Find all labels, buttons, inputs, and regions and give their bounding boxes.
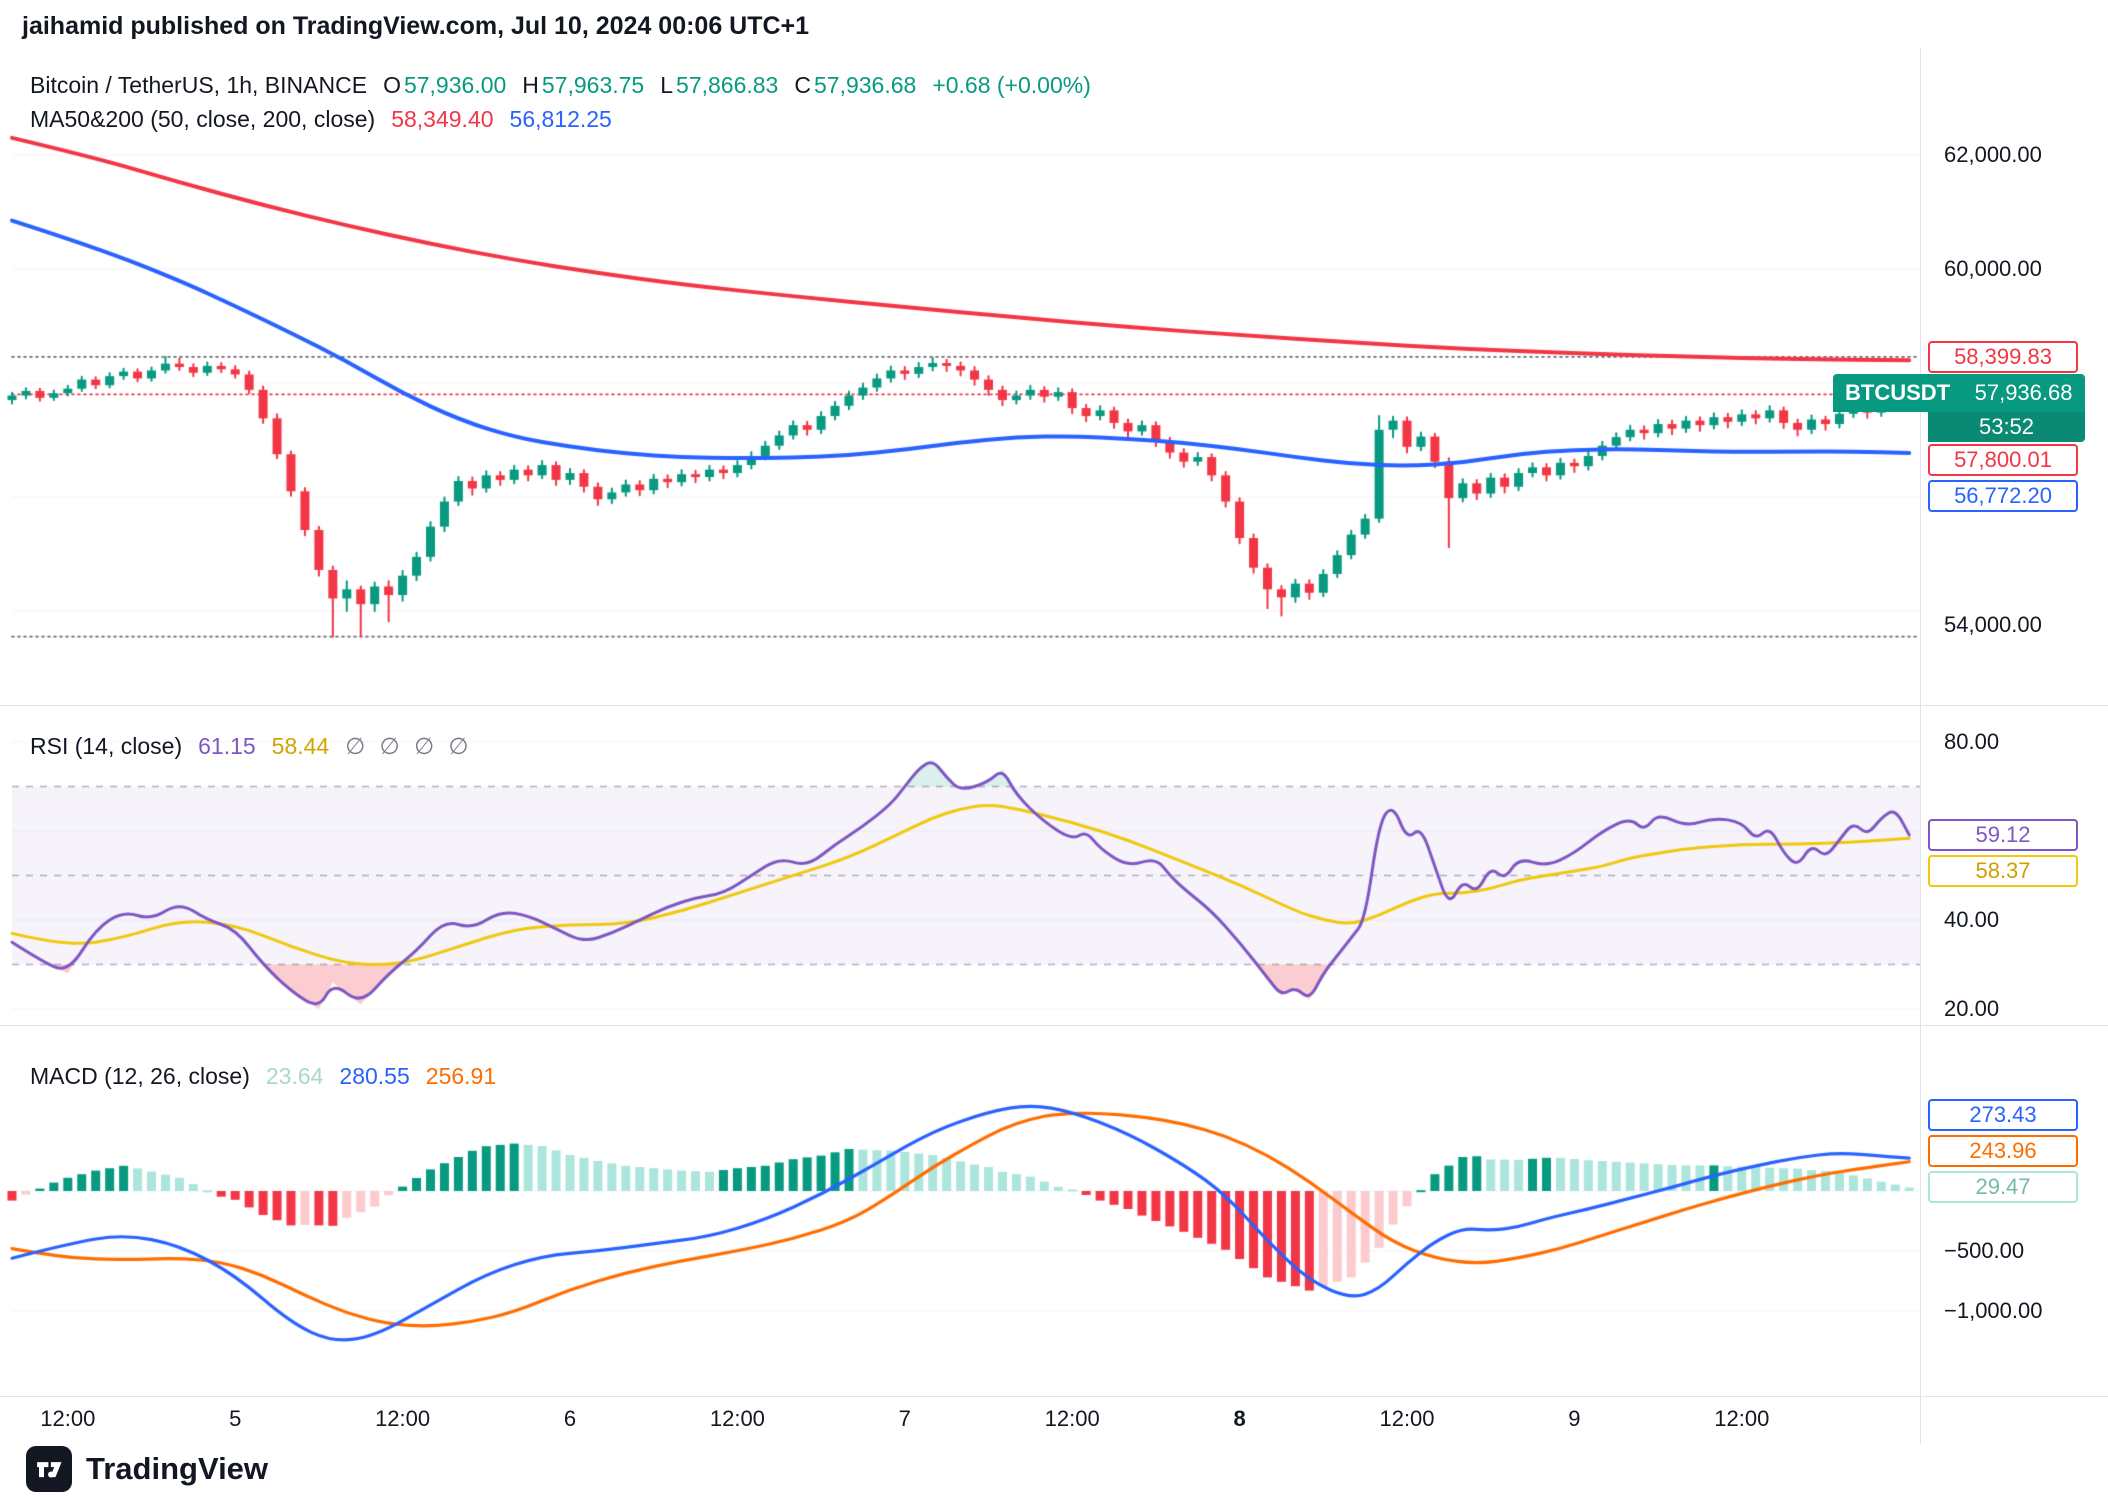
- ma-red-price-badge: 58,399.83: [1928, 341, 2078, 373]
- time-axis-day-label: 6: [563, 1406, 577, 1431]
- price-scale-separator: [1920, 48, 1921, 1444]
- macd-line-value: 280.55: [339, 1063, 410, 1089]
- rsi-indicator-title[interactable]: RSI (14, close): [30, 733, 183, 759]
- price-axis-label: 54,000.00: [1944, 612, 2042, 637]
- bar-countdown: 53:52: [1928, 412, 2085, 442]
- time-axis-day-label: 5: [229, 1406, 242, 1431]
- price-axis-label: 62,000.00: [1944, 142, 2042, 167]
- macd-axis-label: −500.00: [1944, 1238, 2025, 1263]
- rsi-legend[interactable]: RSI (14, close) 61.15 58.44 ∅ ∅ ∅ ∅: [30, 733, 473, 760]
- ma-indicator-title[interactable]: MA50&200 (50, close, 200, close): [30, 106, 376, 132]
- attribution-header: jaihamid published on TradingView.com, J…: [22, 12, 809, 41]
- tradingview-logo[interactable]: [26, 1446, 72, 1492]
- time-axis-label: 12:00: [1044, 1406, 1100, 1431]
- time-axis-day-label: 7: [898, 1406, 911, 1431]
- time-axis-separator: [0, 1396, 2108, 1397]
- ma-blue-value: 56,812.25: [509, 106, 612, 132]
- rsi-empty-values: ∅ ∅ ∅ ∅: [345, 733, 473, 759]
- ohlc-high: H 57,963.75: [522, 72, 645, 98]
- macd-signal-value: 256.91: [425, 1063, 497, 1089]
- ma-blue-price-badge: 56,772.20: [1928, 480, 2078, 512]
- rsi-ma-value-badge: 58.37: [1928, 855, 2078, 887]
- macd-indicator-title[interactable]: MACD (12, 26, close): [30, 1063, 250, 1089]
- time-axis-label: 12:00: [1714, 1406, 1770, 1431]
- attribution-text: jaihamid published on TradingView.com, J…: [22, 12, 810, 40]
- macd-hist-value: 23.64: [265, 1063, 324, 1089]
- rsi-axis-label: 20.00: [1944, 996, 2000, 1021]
- footer: TradingView: [26, 1446, 268, 1492]
- ohlc-open: O 57,936.00: [383, 72, 507, 98]
- rsi-value-badge: 59.12: [1928, 819, 2078, 851]
- macd-value-badge: 273.43: [1928, 1099, 2078, 1131]
- last-price-value: 57,936.68: [1974, 380, 2073, 405]
- time-axis[interactable]: 12:00 5 12:00 6 12:00 7 12:00 8 12:00 9 12:00: [0, 1396, 2108, 1444]
- time-axis-label: 12:00: [709, 1406, 765, 1431]
- main-legend[interactable]: Bitcoin / TetherUS, 1h, BINANCE O 57,936.…: [30, 72, 1091, 99]
- time-axis-label: 12:00: [1379, 1406, 1435, 1431]
- time-axis-day-label: 8: [1233, 1406, 1246, 1431]
- macd-legend[interactable]: MACD (12, 26, close) 23.64 280.55 256.91: [30, 1063, 496, 1090]
- price-change: +0.68 (+0.00%): [932, 72, 1091, 98]
- macd-axis-label: −1,000.00: [1944, 1298, 2043, 1323]
- price-axis-label: 60,000.00: [1944, 256, 2042, 281]
- rsi-value: 61.15: [198, 733, 256, 759]
- time-axis-label: 12:00: [40, 1406, 96, 1431]
- last-price-row: BTCUSDT 57,936.68: [1833, 374, 2085, 412]
- brand-name[interactable]: TradingView: [86, 1451, 269, 1486]
- rsi-axis-label: 80.00: [1944, 729, 2000, 754]
- macd-signal-badge: 243.96: [1928, 1135, 2078, 1167]
- tradingview-logo-glyph: [37, 1462, 62, 1478]
- symbol-tag: BTCUSDT: [1845, 380, 1951, 405]
- last-price-badge: BTCUSDT 57,936.68 53:52: [1833, 374, 2085, 442]
- ohlc-low: L 57,866.83: [660, 72, 779, 98]
- symbol-title[interactable]: Bitcoin / TetherUS, 1h, BINANCE: [30, 72, 368, 98]
- time-axis-label: 12:00: [375, 1406, 431, 1431]
- pane-separator[interactable]: [0, 705, 2108, 706]
- pane-separator[interactable]: [0, 1025, 2108, 1026]
- rsi-axis-label: 40.00: [1944, 907, 2000, 932]
- ohlc-close: C 57,936.68: [794, 72, 917, 98]
- ma-red-value: 58,349.40: [391, 106, 494, 132]
- macd-hist-badge: 29.47: [1928, 1171, 2078, 1203]
- price-line-badge: 57,800.01: [1928, 444, 2078, 476]
- time-axis-day-label: 9: [1568, 1406, 1581, 1431]
- ma-legend[interactable]: MA50&200 (50, close, 200, close) 58,349.…: [30, 106, 612, 133]
- price-chart-canvas[interactable]: [0, 0, 2108, 1450]
- rsi-ma-value: 58.44: [271, 733, 330, 759]
